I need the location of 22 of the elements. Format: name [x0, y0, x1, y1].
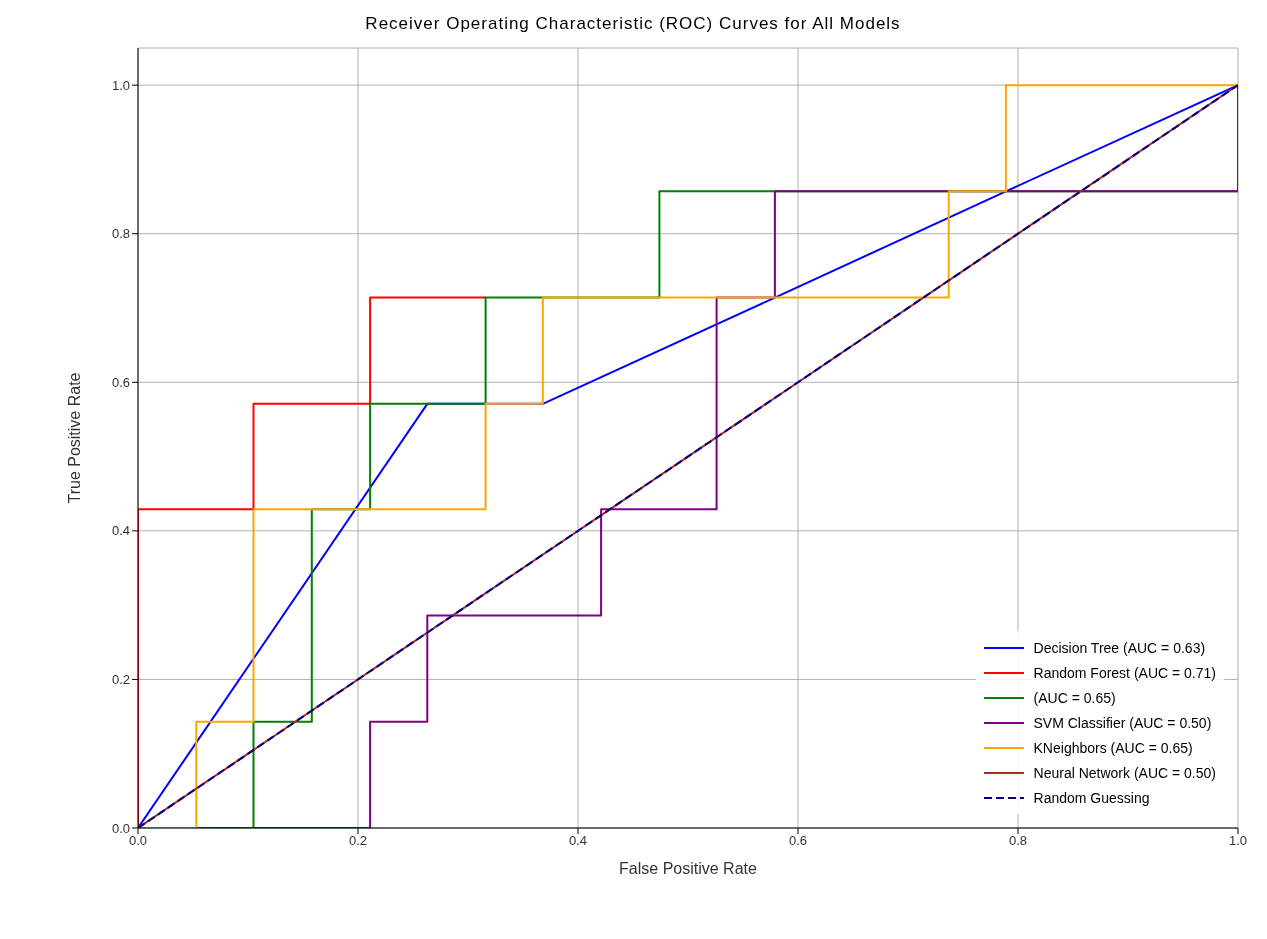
x-tick-label: 0.2: [348, 833, 368, 849]
y-axis-title: True Positive Rate: [65, 372, 83, 504]
legend-label: Random Forest (AUC = 0.71): [1033, 664, 1216, 681]
x-tick-label: 0.0: [128, 833, 148, 849]
y-tick-label: 0.2: [111, 672, 130, 688]
legend-label: KNeighbors (AUC = 0.65): [1033, 739, 1193, 756]
y-tick-label: 0.0: [111, 820, 130, 836]
x-tick-label: 0.8: [1008, 833, 1028, 849]
legend-label: (AUC = 0.65): [1033, 689, 1116, 706]
x-axis-title: False Positive Rate: [619, 860, 758, 877]
legend-label: Random Guessing: [1033, 789, 1150, 806]
x-tick-label: 0.6: [788, 833, 808, 849]
y-tick-label: 1.0: [111, 77, 130, 93]
chart-title: Receiver Operating Characteristic (ROC) Curves for All Models: [364, 14, 902, 34]
y-tick-label: 0.4: [111, 523, 130, 539]
x-tick-label: 0.4: [568, 833, 588, 849]
y-tick-label: 0.6: [111, 374, 130, 390]
legend-label: SVM Classifier (AUC = 0.50): [1033, 714, 1212, 731]
legend-label: Neural Network (AUC = 0.50): [1033, 764, 1216, 781]
y-tick-label: 0.8: [111, 226, 130, 242]
x-tick-label: 1.0: [1228, 833, 1248, 849]
legend-label: Decision Tree (AUC = 0.63): [1033, 639, 1206, 656]
